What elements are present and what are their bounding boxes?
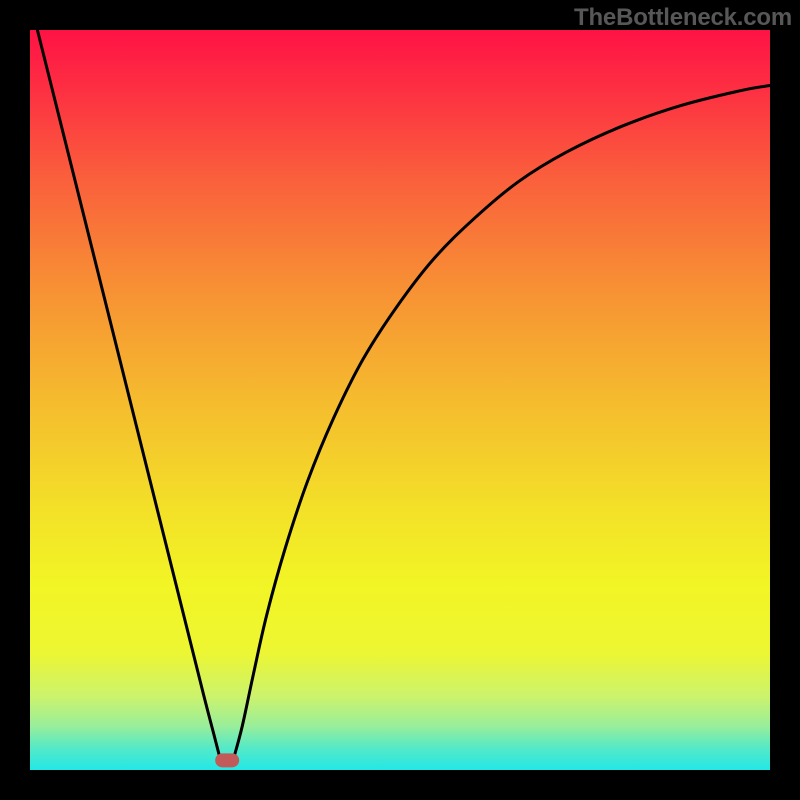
watermark-text: TheBottleneck.com	[574, 4, 792, 32]
plot-area	[30, 30, 770, 770]
minimum-marker	[215, 754, 239, 767]
plot-svg	[30, 30, 770, 770]
gradient-background	[30, 30, 770, 770]
chart-frame: TheBottleneck.com	[0, 0, 800, 800]
